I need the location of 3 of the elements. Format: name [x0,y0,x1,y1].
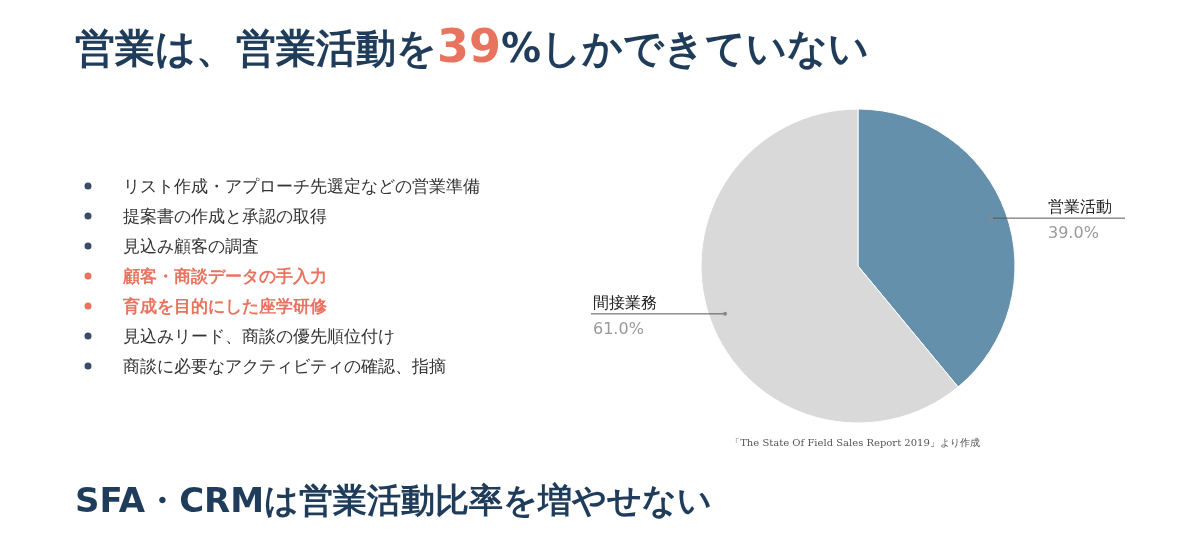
subtitle: SFA・CRMは営業活動比率を増やせない [75,480,713,520]
title: 営業は、営業活動を39%しかできていない [75,19,870,73]
source: 「The State Of Field Sales Report 2019」より作成 [730,437,980,448]
